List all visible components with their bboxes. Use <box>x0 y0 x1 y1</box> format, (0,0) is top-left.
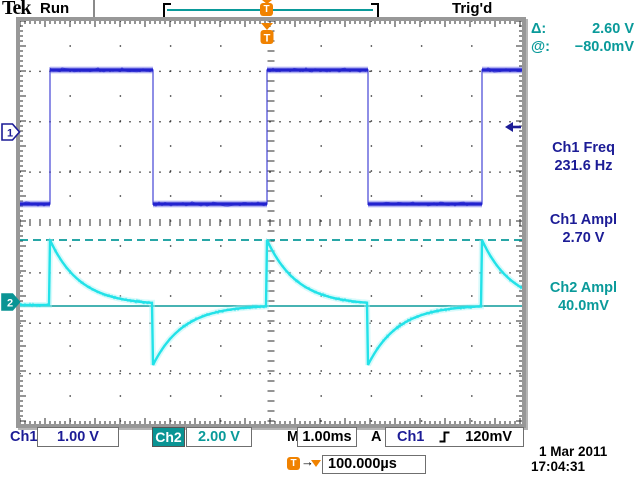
ch1-scale-readout: 1.00 V <box>37 427 119 447</box>
date: 1 Mar 2011 <box>539 444 608 459</box>
measurement-ch1-ampl: Ch1 Ampl 2.70 V <box>527 211 640 247</box>
cursor-readout: Δ: 2.60 V @: −80.0mV <box>527 20 640 56</box>
ch2-ground-marker: 2 <box>1 293 21 311</box>
timebase-readout: 1.00ms <box>297 427 357 447</box>
trigger-level: 120mV <box>465 429 513 445</box>
measurement-value: 2.70 V <box>562 230 605 246</box>
waveform-display: T <box>16 17 526 428</box>
measurement-label: Ch2 Ampl <box>549 280 618 296</box>
trigger-mode-label: A <box>371 429 382 445</box>
cursor-delta-label: Δ: <box>531 21 547 37</box>
measurement-ch2-ampl: Ch2 Ampl 40.0mV <box>527 279 640 315</box>
trigger-status: Trig'd <box>452 0 493 17</box>
brand-logo: Tek <box>2 0 31 19</box>
cursor-delta-value: 2.60 V <box>592 21 634 37</box>
trigger-readout: Ch1 120mV <box>385 427 524 447</box>
measurement-label: Ch1 Freq <box>552 140 615 156</box>
measurement-ch1-freq: Ch1 Freq 231.6 Hz <box>527 139 640 175</box>
timebase-label: M <box>287 429 300 445</box>
delay-arrow-icon: → <box>301 454 314 469</box>
measurement-value: 40.0mV <box>558 298 609 314</box>
trigger-delay-icon: T <box>287 457 300 470</box>
readout-panel: Δ: 2.60 V @: −80.0mV Ch1 Freq 231.6 Hz C… <box>527 0 640 430</box>
ch2-scale-readout: 2.00 V <box>186 427 252 447</box>
cursor-at-label: @: <box>531 39 550 55</box>
datetime: 1 Mar 2011 17:04:31 <box>531 444 637 474</box>
statusbar-divider <box>93 0 95 18</box>
acquisition-state: Run <box>40 0 70 17</box>
trigger-source: Ch1 <box>396 429 425 445</box>
time: 17:04:31 <box>531 459 586 474</box>
ch1-label: Ch1 <box>10 429 38 445</box>
measurement-label: Ch1 Ampl <box>549 212 618 228</box>
waveform-canvas: T <box>20 21 522 424</box>
ch2-marker-label: 2 <box>7 298 13 310</box>
ch1-marker-label: 1 <box>7 128 13 140</box>
trigger-position-arrow-icon <box>262 0 272 4</box>
trigger-position-plot-icon: T <box>264 33 271 45</box>
ch1-ground-marker: 1 <box>1 123 21 141</box>
ch2-label: Ch2 <box>152 427 185 447</box>
cursor-at-value: −80.0mV <box>574 39 634 55</box>
trigger-position-icon: T <box>260 3 273 16</box>
delay-marker-icon <box>311 460 321 467</box>
rising-edge-icon <box>439 431 450 443</box>
delay-readout: 100.000µs <box>322 455 426 474</box>
measurement-value: 231.6 Hz <box>554 158 613 174</box>
